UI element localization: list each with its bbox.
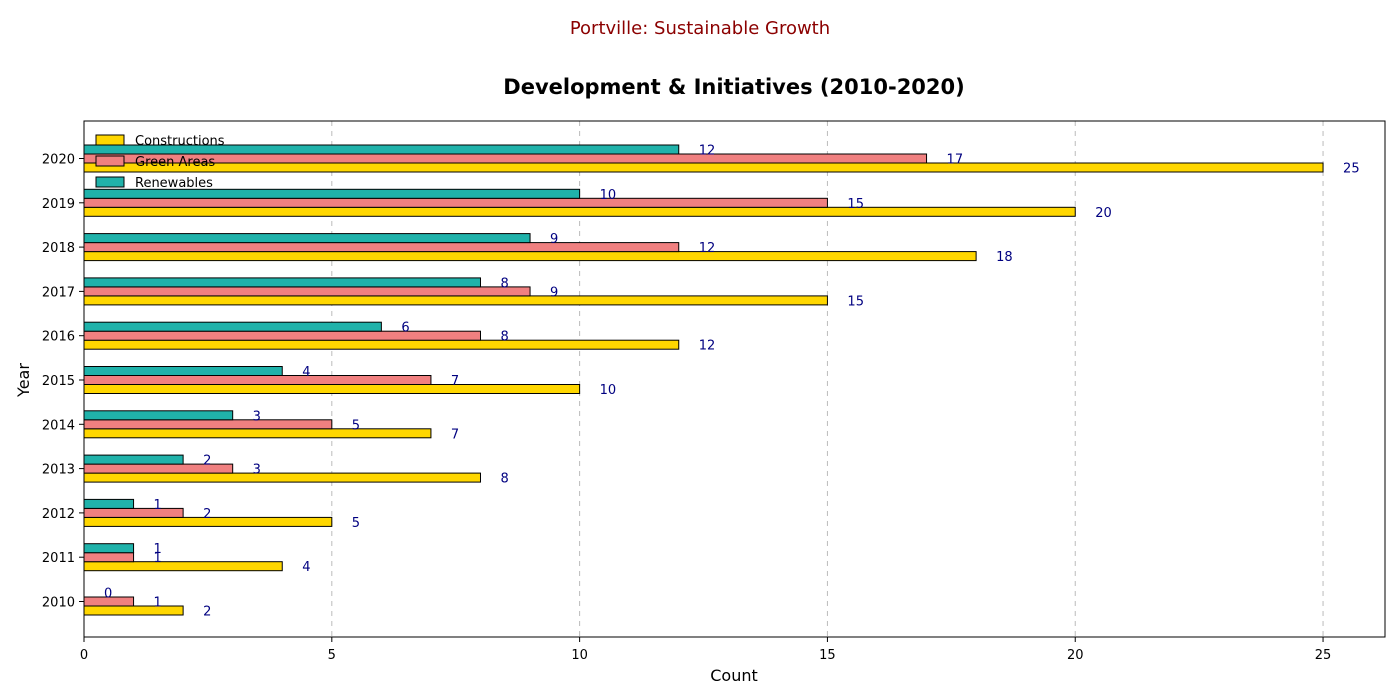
bar-constructions-2017 [83,295,828,306]
x-axis-ticks: 0 5 10 15 20 25 [80,637,1331,663]
value-label-constructions-2011: 4 [302,560,310,575]
value-label-constructions-2017: 15 [847,294,864,309]
value-label-constructions-2020: 25 [1343,162,1360,177]
value-label-green-areas-2013: 3 [253,463,261,478]
value-label-green-areas-2015: 7 [451,374,459,389]
bar-constructions-2019 [83,206,1076,217]
value-label-green-areas-2017: 9 [550,285,558,300]
bar-constructions-2016 [83,339,680,350]
value-label-renewables-2013: 2 [203,454,211,469]
value-label-green-areas-2010: 1 [154,596,162,611]
value-label-constructions-2012: 5 [352,516,360,531]
value-label-renewables-2014: 3 [253,409,261,424]
value-label-constructions-2018: 18 [996,250,1013,265]
chart-title: Development & Initiatives (2010-2020) [503,75,964,99]
legend: Constructions Green Areas Renewables [95,134,225,191]
bar-renewables-2017 [83,277,481,288]
value-label-constructions-2014: 7 [451,427,459,442]
bar-renewables-2011 [83,543,135,554]
bars [83,144,1324,616]
y-tick-label: 2012 [42,507,75,522]
value-label-constructions-2013: 8 [500,472,508,487]
y-tick-label: 2018 [42,241,75,256]
value-label-renewables-2010: 0 [104,587,112,602]
x-tick-label: 15 [819,648,836,663]
legend-label-renewables: Renewables [135,176,213,191]
bar-constructions-2015 [83,384,581,394]
y-axis-label: Year [14,363,33,398]
value-label-green-areas-2014: 5 [352,418,360,433]
y-tick-label: 2019 [42,197,75,212]
value-label-renewables-2016: 6 [401,321,409,336]
y-axis-ticks: 2010 2011 2012 2013 2014 2015 2016 2017 2018 2019… [42,153,84,611]
x-tick-label: 25 [1315,648,1332,663]
legend-swatch-constructions [95,134,125,146]
value-label-constructions-2019: 20 [1095,206,1112,221]
bar-constructions-2020 [83,162,1324,173]
bar-renewables-2018 [83,233,531,244]
value-label-green-areas-2018: 12 [699,241,716,256]
bar-green-areas-2016 [83,330,481,341]
value-labels: 2104115218327531074128615981812920151025… [104,144,1360,620]
value-label-constructions-2015: 10 [600,383,617,398]
value-label-constructions-2016: 12 [699,339,716,354]
grid-lines [331,121,1324,637]
bar-constructions-2018 [83,251,977,262]
value-label-renewables-2011: 1 [154,542,162,557]
bar-green-areas-2015 [83,375,432,385]
bar-green-areas-2014 [83,419,333,430]
bar-green-areas-2012 [83,507,184,518]
bar-renewables-2016 [83,321,382,332]
bar-renewables-2012 [83,498,135,509]
x-tick-label: 0 [80,648,88,663]
x-tick-label: 10 [571,648,588,663]
bar-constructions-2011 [83,561,283,572]
value-label-renewables-2017: 8 [500,276,508,291]
plot-frame [83,120,1386,638]
bar-renewables-2013 [83,454,184,465]
value-label-green-areas-2020: 17 [947,153,964,168]
x-tick-label: 20 [1067,648,1084,663]
value-label-renewables-2020: 12 [699,144,716,159]
value-label-renewables-2012: 1 [154,498,162,513]
y-tick-label: 2011 [42,551,75,566]
bar-renewables-2015 [83,366,283,376]
y-tick-label: 2020 [42,153,75,168]
y-tick-label: 2015 [42,374,75,389]
value-label-green-areas-2012: 2 [203,507,211,522]
y-tick-label: 2010 [42,596,75,611]
x-axis-label: Count [710,666,758,685]
legend-swatch-green-areas [95,155,125,167]
legend-label-constructions: Constructions [135,134,225,149]
bar-green-areas-2011 [83,552,135,563]
bar-constructions-2010 [83,605,184,616]
value-label-renewables-2018: 9 [550,232,558,247]
x-tick-label: 5 [328,648,336,663]
value-label-renewables-2019: 10 [600,188,617,203]
y-tick-label: 2014 [42,418,75,433]
value-label-renewables-2015: 4 [302,365,310,380]
y-tick-label: 2016 [42,330,75,345]
value-label-green-areas-2019: 15 [847,197,864,212]
bar-constructions-2013 [83,472,481,483]
bar-green-areas-2019 [83,197,828,208]
y-tick-label: 2017 [42,285,75,300]
figure-suptitle: Portville: Sustainable Growth [569,18,831,39]
bar-renewables-2014 [83,410,234,421]
value-label-green-areas-2016: 8 [500,330,508,345]
y-tick-label: 2013 [42,463,75,478]
value-label-constructions-2010: 2 [203,605,211,620]
legend-label-green-areas: Green Areas [135,155,215,170]
bar-green-areas-2018 [83,242,680,253]
legend-swatch-renewables [95,176,125,188]
bar-green-areas-2017 [83,286,531,297]
value-label-green-areas-2011: 1 [154,551,162,566]
bar-constructions-2014 [83,428,432,439]
